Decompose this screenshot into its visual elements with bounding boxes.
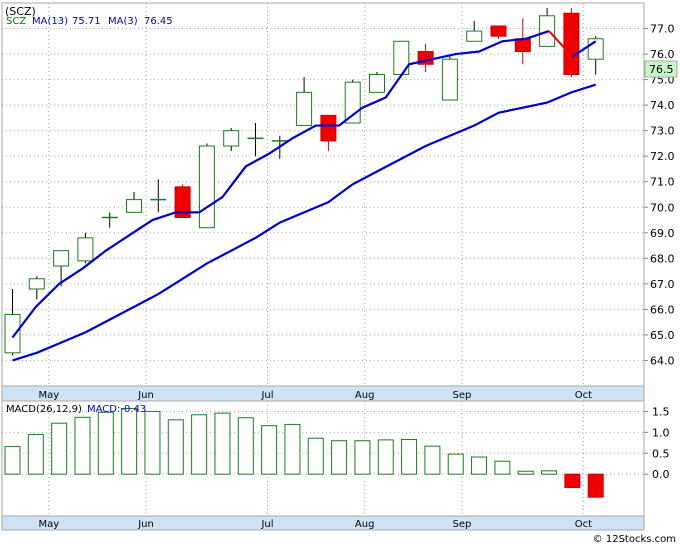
price-y-tick-label: 68.0 <box>650 252 675 265</box>
macd-bar <box>401 438 418 475</box>
macd-legend-value: MACD:-0.43 <box>87 404 146 415</box>
macd-bar <box>144 410 161 475</box>
macd-panel: 0.0 0.5 1.0 1.5 MACD(26,12,9) MACD:-0.43 <box>1 400 670 517</box>
price-y-tick-label: 69.0 <box>650 227 675 240</box>
candle-body <box>466 30 483 42</box>
macd-x-label: Jul <box>260 519 273 530</box>
candle-body <box>490 25 507 37</box>
candle-body <box>320 114 337 142</box>
macd-y-tick-label: 1.0 <box>652 426 670 439</box>
moving-average-lines <box>11 30 597 362</box>
macd-bar <box>214 412 231 475</box>
macd-bar <box>74 416 91 475</box>
macd-bar <box>424 445 441 475</box>
macd-bar <box>27 433 44 475</box>
chart-title: (SCZ) <box>5 5 36 18</box>
price-x-axis-band <box>1 385 645 402</box>
legend-ma3-value: 76.45 <box>144 16 173 27</box>
legend-symbol: SCZ <box>6 16 26 27</box>
last-price-label: 76.5 <box>649 63 674 76</box>
price-y-tick-label: 74.0 <box>650 99 675 112</box>
price-y-tick-label: 67.0 <box>650 278 675 291</box>
ma3-line-down-segment <box>548 30 574 58</box>
candle-body <box>198 145 215 229</box>
price-x-label: May <box>38 390 59 401</box>
macd-x-label: Aug <box>355 519 375 530</box>
price-x-label: Sep <box>452 390 471 401</box>
price-panel: 64.0 65.0 66.0 67.0 68.0 69.0 70.0 71.0 72.0 73.0… <box>1 2 678 387</box>
macd-bar <box>167 419 184 475</box>
price-y-axis: 64.0 65.0 66.0 67.0 68.0 69.0 70.0 71.0 72.0 73.0… <box>644 23 675 367</box>
price-y-tick-label: 66.0 <box>650 303 675 316</box>
candle-body <box>223 130 240 147</box>
price-x-label: Oct <box>575 390 592 401</box>
price-x-label: Jun <box>137 390 154 401</box>
price-y-tick-label: 77.0 <box>650 23 675 36</box>
price-x-label: Aug <box>355 390 375 401</box>
macd-bar <box>4 446 21 475</box>
price-y-tick-label: 76.0 <box>650 48 675 61</box>
candle-body <box>77 237 94 262</box>
candle-body <box>296 91 313 127</box>
candle-body <box>53 250 70 267</box>
candle-body <box>126 199 142 213</box>
macd-bar <box>307 437 324 475</box>
price-y-tick-label: 71.0 <box>650 176 675 189</box>
legend-ma3-label: MA(3) <box>108 16 138 27</box>
macd-bar <box>471 456 488 475</box>
macd-bar <box>121 408 138 475</box>
macd-bar <box>587 473 604 498</box>
candle-body <box>441 58 458 101</box>
macd-y-tick-label: 1.5 <box>652 405 670 418</box>
macd-x-axis-band <box>1 515 645 531</box>
candle-body <box>369 73 385 93</box>
macd-bar <box>447 453 464 475</box>
watermark: © 12Stocks.com <box>593 534 676 545</box>
price-y-tick-label: 70.0 <box>650 201 675 214</box>
macd-bar <box>564 473 581 489</box>
macd-y-tick-label: 0.5 <box>652 447 670 460</box>
candle-body <box>344 81 361 124</box>
candle-body <box>174 186 191 218</box>
macd-bar <box>541 470 558 475</box>
macd-bar <box>97 411 114 475</box>
macd-y-axis: 0.0 0.5 1.0 1.5 <box>644 405 670 481</box>
macd-bar <box>284 423 301 475</box>
macd-legend-label: MACD(26,12,9) <box>6 404 82 415</box>
price-y-tick-label: 65.0 <box>650 329 675 342</box>
macd-x-label: Oct <box>575 519 592 530</box>
price-x-axis-labels: May Jun Jul Aug Sep Oct <box>38 390 592 401</box>
macd-x-label: Jun <box>137 519 154 530</box>
price-x-label: Jul <box>260 390 273 401</box>
legend-ma13-label: MA(13) <box>32 16 68 27</box>
macd-bar <box>191 414 208 475</box>
macd-x-label: Sep <box>452 519 471 530</box>
candle-body <box>28 278 45 290</box>
macd-bar <box>237 417 254 475</box>
macd-x-label: May <box>38 519 59 530</box>
macd-y-tick-label: 0.0 <box>652 468 670 481</box>
price-y-tick-label: 64.0 <box>650 354 675 367</box>
macd-bars <box>4 408 604 498</box>
macd-bar <box>51 422 68 475</box>
last-price-marker: 76.5 <box>644 60 678 78</box>
macd-bar <box>517 470 534 475</box>
macd-bar <box>261 425 278 475</box>
ma3-line <box>11 30 550 339</box>
macd-bar <box>377 439 394 475</box>
price-candles <box>4 8 604 356</box>
macd-x-axis-labels: May Jun Jul Aug Sep Oct <box>38 519 592 530</box>
macd-bar <box>354 440 371 475</box>
candle-body <box>563 12 580 75</box>
legend-ma13-value: 75.71 <box>72 16 101 27</box>
last-price-box <box>644 60 678 78</box>
price-y-tick-label: 73.0 <box>650 125 675 138</box>
ma13-line <box>12 83 597 362</box>
ma3-line-tail <box>571 40 597 58</box>
price-y-tick-label: 72.0 <box>650 150 675 163</box>
candle-body <box>4 314 21 354</box>
macd-bar <box>494 460 511 475</box>
macd-bar <box>331 440 348 475</box>
